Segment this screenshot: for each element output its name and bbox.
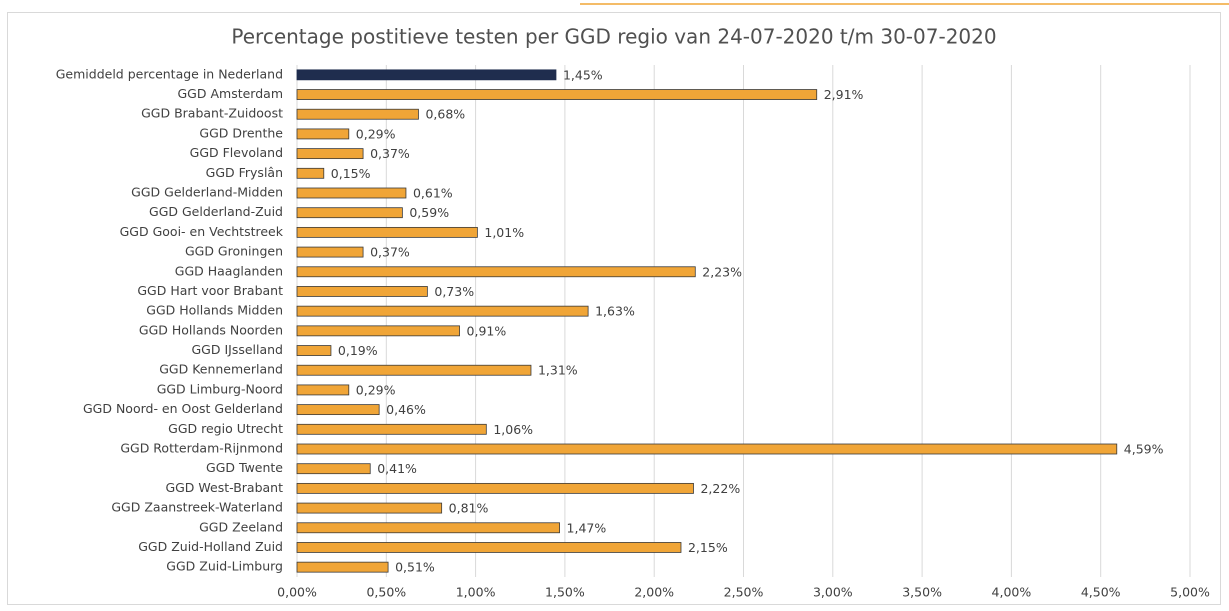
bar [296, 305, 589, 317]
bar [296, 522, 560, 534]
bar [296, 443, 1118, 455]
bar [296, 463, 371, 475]
chart-title: Percentage postitieve testen per GGD reg… [231, 25, 996, 49]
bar [296, 128, 350, 140]
x-tick-label: 1,50% [545, 585, 585, 600]
y-tick-label: GGD West-Brabant [165, 480, 283, 495]
data-label: 1,01% [484, 225, 524, 240]
x-tick-label: 1,00% [456, 585, 496, 600]
bar [296, 89, 818, 100]
y-tick-label: GGD Amsterdam [178, 86, 284, 101]
data-label: 1,45% [563, 67, 603, 82]
data-label: 0,91% [467, 323, 507, 338]
y-tick-label: GGD Hart voor Brabant [137, 283, 283, 298]
y-tick-label: GGD Zaanstreek-Waterland [111, 500, 283, 515]
y-tick-label: GGD Noord- en Oost Gelderland [83, 401, 283, 416]
bar [296, 69, 557, 81]
y-tick-label: GGD Brabant-Zuidoost [141, 106, 283, 121]
bar [296, 246, 364, 258]
chart-frame [7, 12, 1221, 605]
bar [296, 384, 350, 396]
data-label: 1,06% [493, 422, 533, 437]
data-label: 0,61% [413, 186, 453, 201]
x-tick-label: 3,50% [902, 585, 942, 600]
y-tick-label: GGD regio Utrecht [168, 421, 283, 436]
data-label: 0,37% [370, 245, 410, 260]
x-tick-label: 5,00% [1170, 585, 1210, 600]
bar [296, 286, 428, 297]
y-tick-label: GGD Gelderland-Zuid [149, 204, 283, 219]
y-tick-label: GGD Hollands Noorden [139, 322, 283, 337]
bar [296, 226, 478, 238]
data-label: 0,51% [395, 560, 435, 575]
data-label: 0,19% [338, 343, 378, 358]
bar [296, 266, 696, 278]
bar [296, 345, 332, 356]
data-label: 4,59% [1124, 442, 1164, 457]
bar [296, 502, 443, 514]
data-label: 1,31% [538, 363, 578, 378]
data-label: 0,29% [356, 126, 396, 141]
bar [296, 187, 407, 199]
y-tick-label: GGD Gooi- en Vechtstreek [120, 224, 284, 239]
y-tick-label: GGD Rotterdam-Rijnmond [120, 441, 283, 456]
bar [296, 423, 487, 435]
data-label: 0,37% [370, 146, 410, 161]
y-tick-label: GGD Limburg-Noord [157, 381, 283, 396]
bar [296, 325, 460, 337]
y-tick-label: GGD Flevoland [190, 145, 283, 160]
x-tick-label: 0,00% [277, 585, 317, 600]
data-label: 0,59% [409, 205, 449, 220]
y-tick-label: GGD Groningen [185, 244, 283, 259]
y-tick-label: GGD Drenthe [199, 125, 283, 140]
data-label: 0,46% [386, 402, 426, 417]
bar [296, 148, 364, 160]
x-tick-label: 4,50% [1081, 585, 1121, 600]
y-tick-label: GGD Twente [206, 460, 283, 475]
data-label: 2,23% [702, 264, 742, 279]
x-tick-label: 4,00% [992, 585, 1032, 600]
x-tick-label: 2,50% [724, 585, 764, 600]
x-tick-label: 0,50% [366, 585, 406, 600]
data-label: 0,68% [425, 107, 465, 122]
y-tick-label: GGD Haaglanden [175, 263, 283, 278]
bar [296, 108, 419, 120]
bar [296, 542, 682, 553]
data-label: 0,29% [356, 382, 396, 397]
data-label: 2,22% [700, 481, 740, 496]
data-label: 1,47% [567, 520, 607, 535]
y-tick-label: GGD Gelderland-Midden [131, 185, 283, 200]
data-label: 1,63% [595, 304, 635, 319]
data-label: 0,15% [331, 166, 371, 181]
x-tick-label: 2,00% [634, 585, 674, 600]
y-tick-label: GGD IJsselland [191, 342, 283, 357]
data-label: 0,73% [434, 284, 474, 299]
y-tick-label: GGD Zuid-Holland Zuid [138, 539, 283, 554]
bar [296, 207, 403, 219]
bar [296, 404, 380, 416]
y-tick-label: GGD Kennemerland [159, 362, 283, 377]
data-label: 0,81% [449, 501, 489, 516]
bar [296, 167, 325, 179]
bar [296, 561, 389, 573]
y-tick-label: Gemiddeld percentage in Nederland [56, 66, 283, 81]
y-tick-label: GGD Hollands Midden [146, 303, 283, 318]
x-tick-label: 3,00% [813, 585, 853, 600]
data-label: 2,91% [824, 87, 864, 102]
data-label: 0,41% [377, 461, 417, 476]
bar [296, 482, 694, 494]
data-label: 2,15% [688, 540, 728, 555]
y-tick-label: GGD Fryslân [206, 165, 283, 180]
y-tick-label: GGD Zuid-Limburg [166, 559, 283, 574]
y-tick-label: GGD Zeeland [199, 519, 283, 534]
bar [296, 364, 532, 376]
